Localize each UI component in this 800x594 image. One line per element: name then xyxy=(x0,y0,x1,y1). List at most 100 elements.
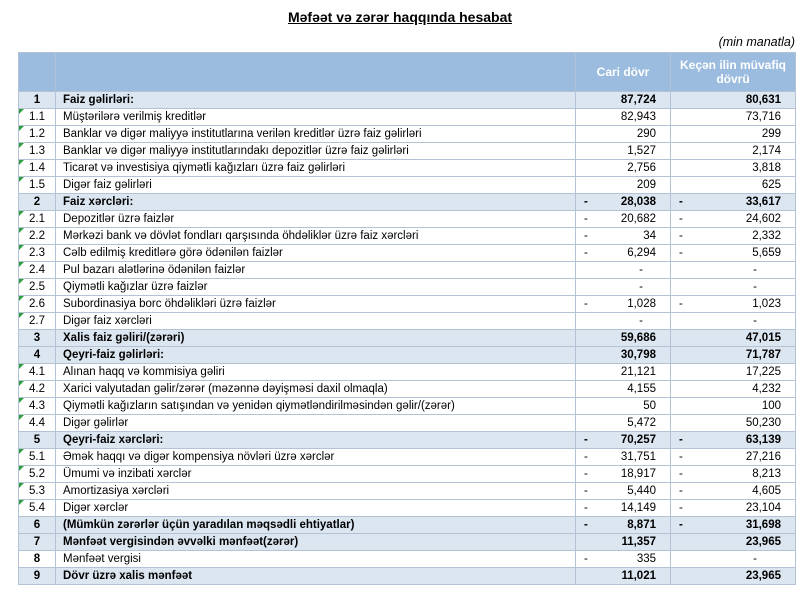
green-triangle-icon xyxy=(19,466,24,471)
row-label-cell: Digər xərclər xyxy=(55,499,576,517)
row-number-cell: 4.1 xyxy=(18,363,56,381)
current-period-value: 11,021 xyxy=(621,569,656,582)
row-label-cell: Müştərilərə verilmiş kreditlər xyxy=(55,108,576,126)
green-triangle-icon xyxy=(19,500,24,505)
table-row: 1.4 Ticarət və investisiya qiymətli kağız… xyxy=(18,159,796,177)
row-number-cell: 2.4 xyxy=(18,261,56,279)
header-empty-label-cell xyxy=(55,52,576,92)
green-triangle-icon xyxy=(19,177,24,182)
previous-period-cell: 71,787 xyxy=(670,346,796,364)
row-number-cell: 4 xyxy=(18,346,56,364)
previous-period-cell: - 5,659 xyxy=(670,244,796,262)
row-number: 1.2 xyxy=(29,127,45,140)
previous-period-cell: - 8,213 xyxy=(670,465,796,483)
current-period-cell: - xyxy=(575,312,671,330)
green-triangle-icon xyxy=(19,109,24,114)
row-label-cell: Digər faiz gəlirləri xyxy=(55,176,576,194)
minus-sign: - xyxy=(584,501,588,514)
row-label-cell: Digər gəlirlər xyxy=(55,414,576,432)
minus-sign: - xyxy=(679,433,683,446)
row-number-cell: 5.3 xyxy=(18,482,56,500)
row-number-cell: 6 xyxy=(18,516,56,534)
minus-sign: - xyxy=(584,484,588,497)
row-number-cell: 3 xyxy=(18,329,56,347)
row-label: Faiz gəlirləri: xyxy=(63,93,134,106)
row-number: 2 xyxy=(33,195,41,208)
previous-period-value: - xyxy=(753,314,757,327)
row-number-cell: 5 xyxy=(18,431,56,449)
previous-period-value: 23,965 xyxy=(745,569,781,582)
row-number: 4.2 xyxy=(29,382,45,395)
row-number-cell: 2.2 xyxy=(18,227,56,245)
current-period-cell: 4,155 xyxy=(575,380,671,398)
row-label-cell: Banklar və digər maliyyə institutlarında… xyxy=(55,142,576,160)
previous-period-value: 100 xyxy=(761,399,781,412)
row-number-cell: 2.5 xyxy=(18,278,56,296)
previous-period-value: 17,225 xyxy=(745,365,781,378)
previous-period-value: 24,602 xyxy=(745,212,781,225)
table-row: 6 (Mümkün zərərlər üçün yaradılan məqsədl… xyxy=(18,516,796,534)
current-period-value: - xyxy=(639,263,643,276)
minus-sign: - xyxy=(584,212,588,225)
current-period-value: - xyxy=(639,280,643,293)
row-label-cell: Faiz gəlirləri: xyxy=(55,91,576,109)
current-period-cell: - xyxy=(575,261,671,279)
current-period-value: 28,038 xyxy=(620,195,656,208)
current-period-value: 18,917 xyxy=(620,467,656,480)
previous-period-cell: 73,716 xyxy=(670,108,796,126)
table-row: 2 Faiz xərcləri: - 28,038 - 33,617 xyxy=(18,193,796,211)
row-number-cell: 5.2 xyxy=(18,465,56,483)
previous-period-cell: - 1,023 xyxy=(670,295,796,313)
current-period-cell: - 5,440 xyxy=(575,482,671,500)
previous-period-cell: 47,015 xyxy=(670,329,796,347)
table-row: 5.3 Amortizasiya xərcləri - 5,440 - 4,605 xyxy=(18,482,796,500)
page-title: Məfəət və zərər haqqında hesabat xyxy=(287,9,513,25)
previous-period-cell: - 33,617 xyxy=(670,193,796,211)
row-label-cell: Xalis faiz gəliri/(zərəri) xyxy=(55,329,576,347)
current-period-cell: 1,527 xyxy=(575,142,671,160)
row-number: 5.4 xyxy=(29,501,45,514)
table-row: 1 Faiz gəlirləri: 87,724 80,631 xyxy=(18,91,796,109)
row-label-cell: Faiz xərcləri: xyxy=(55,193,576,211)
green-triangle-icon xyxy=(19,228,24,233)
unit-note: (min manatla) xyxy=(718,35,795,49)
current-period-cell: 290 xyxy=(575,125,671,143)
row-label-cell: (Mümkün zərərlər üçün yaradılan məqsədli… xyxy=(55,516,576,534)
previous-period-value: 4,232 xyxy=(752,382,781,395)
row-number-cell: 2.6 xyxy=(18,295,56,313)
table-row: 4.1 Alınan haqq və kommisiya gəliri 21,121… xyxy=(18,363,796,381)
current-period-value: 290 xyxy=(636,127,656,140)
previous-period-cell: - xyxy=(670,261,796,279)
row-number-cell: 2.1 xyxy=(18,210,56,228)
current-period-cell: - 6,294 xyxy=(575,244,671,262)
row-label-cell: Depozitlər üzrə faizlər xyxy=(55,210,576,228)
row-label-cell: Pul bazarı alətlərinə ödənilən faizlər xyxy=(55,261,576,279)
current-period-cell: - 335 xyxy=(575,550,671,568)
current-period-cell: - 18,917 xyxy=(575,465,671,483)
current-period-cell: 59,686 xyxy=(575,329,671,347)
previous-period-value: - xyxy=(753,552,757,565)
row-label: Qeyri-faiz xərcləri: xyxy=(63,433,164,446)
green-triangle-icon xyxy=(19,245,24,250)
minus-sign: - xyxy=(584,246,588,259)
row-number: 7 xyxy=(33,535,41,548)
header-previous-period: Keçən ilin müvafiq dövrü xyxy=(670,52,796,92)
table-row: 2.3 Cəlb edilmiş kreditlərə görə ödənilən… xyxy=(18,244,796,262)
green-triangle-icon xyxy=(19,211,24,216)
current-period-cell: 87,724 xyxy=(575,91,671,109)
green-triangle-icon xyxy=(19,364,24,369)
minus-sign: - xyxy=(679,450,683,463)
green-triangle-icon xyxy=(19,160,24,165)
row-number-cell: 1.1 xyxy=(18,108,56,126)
row-label: Qiymətli kağızlar üzrə faizlər xyxy=(63,280,208,293)
previous-period-value: 31,698 xyxy=(745,518,781,531)
previous-period-value: 73,716 xyxy=(745,110,781,123)
table-row: 2.1 Depozitlər üzrə faizlər - 20,682 - 24,602 xyxy=(18,210,796,228)
minus-sign: - xyxy=(679,518,683,531)
row-label: Subordinasiya borc öhdəlikləri üzrə faiz… xyxy=(63,297,276,310)
green-triangle-icon xyxy=(19,262,24,267)
previous-period-value: 1,023 xyxy=(752,297,781,310)
minus-sign: - xyxy=(679,195,683,208)
previous-period-cell: - 31,698 xyxy=(670,516,796,534)
header-empty-no-cell xyxy=(18,52,56,92)
